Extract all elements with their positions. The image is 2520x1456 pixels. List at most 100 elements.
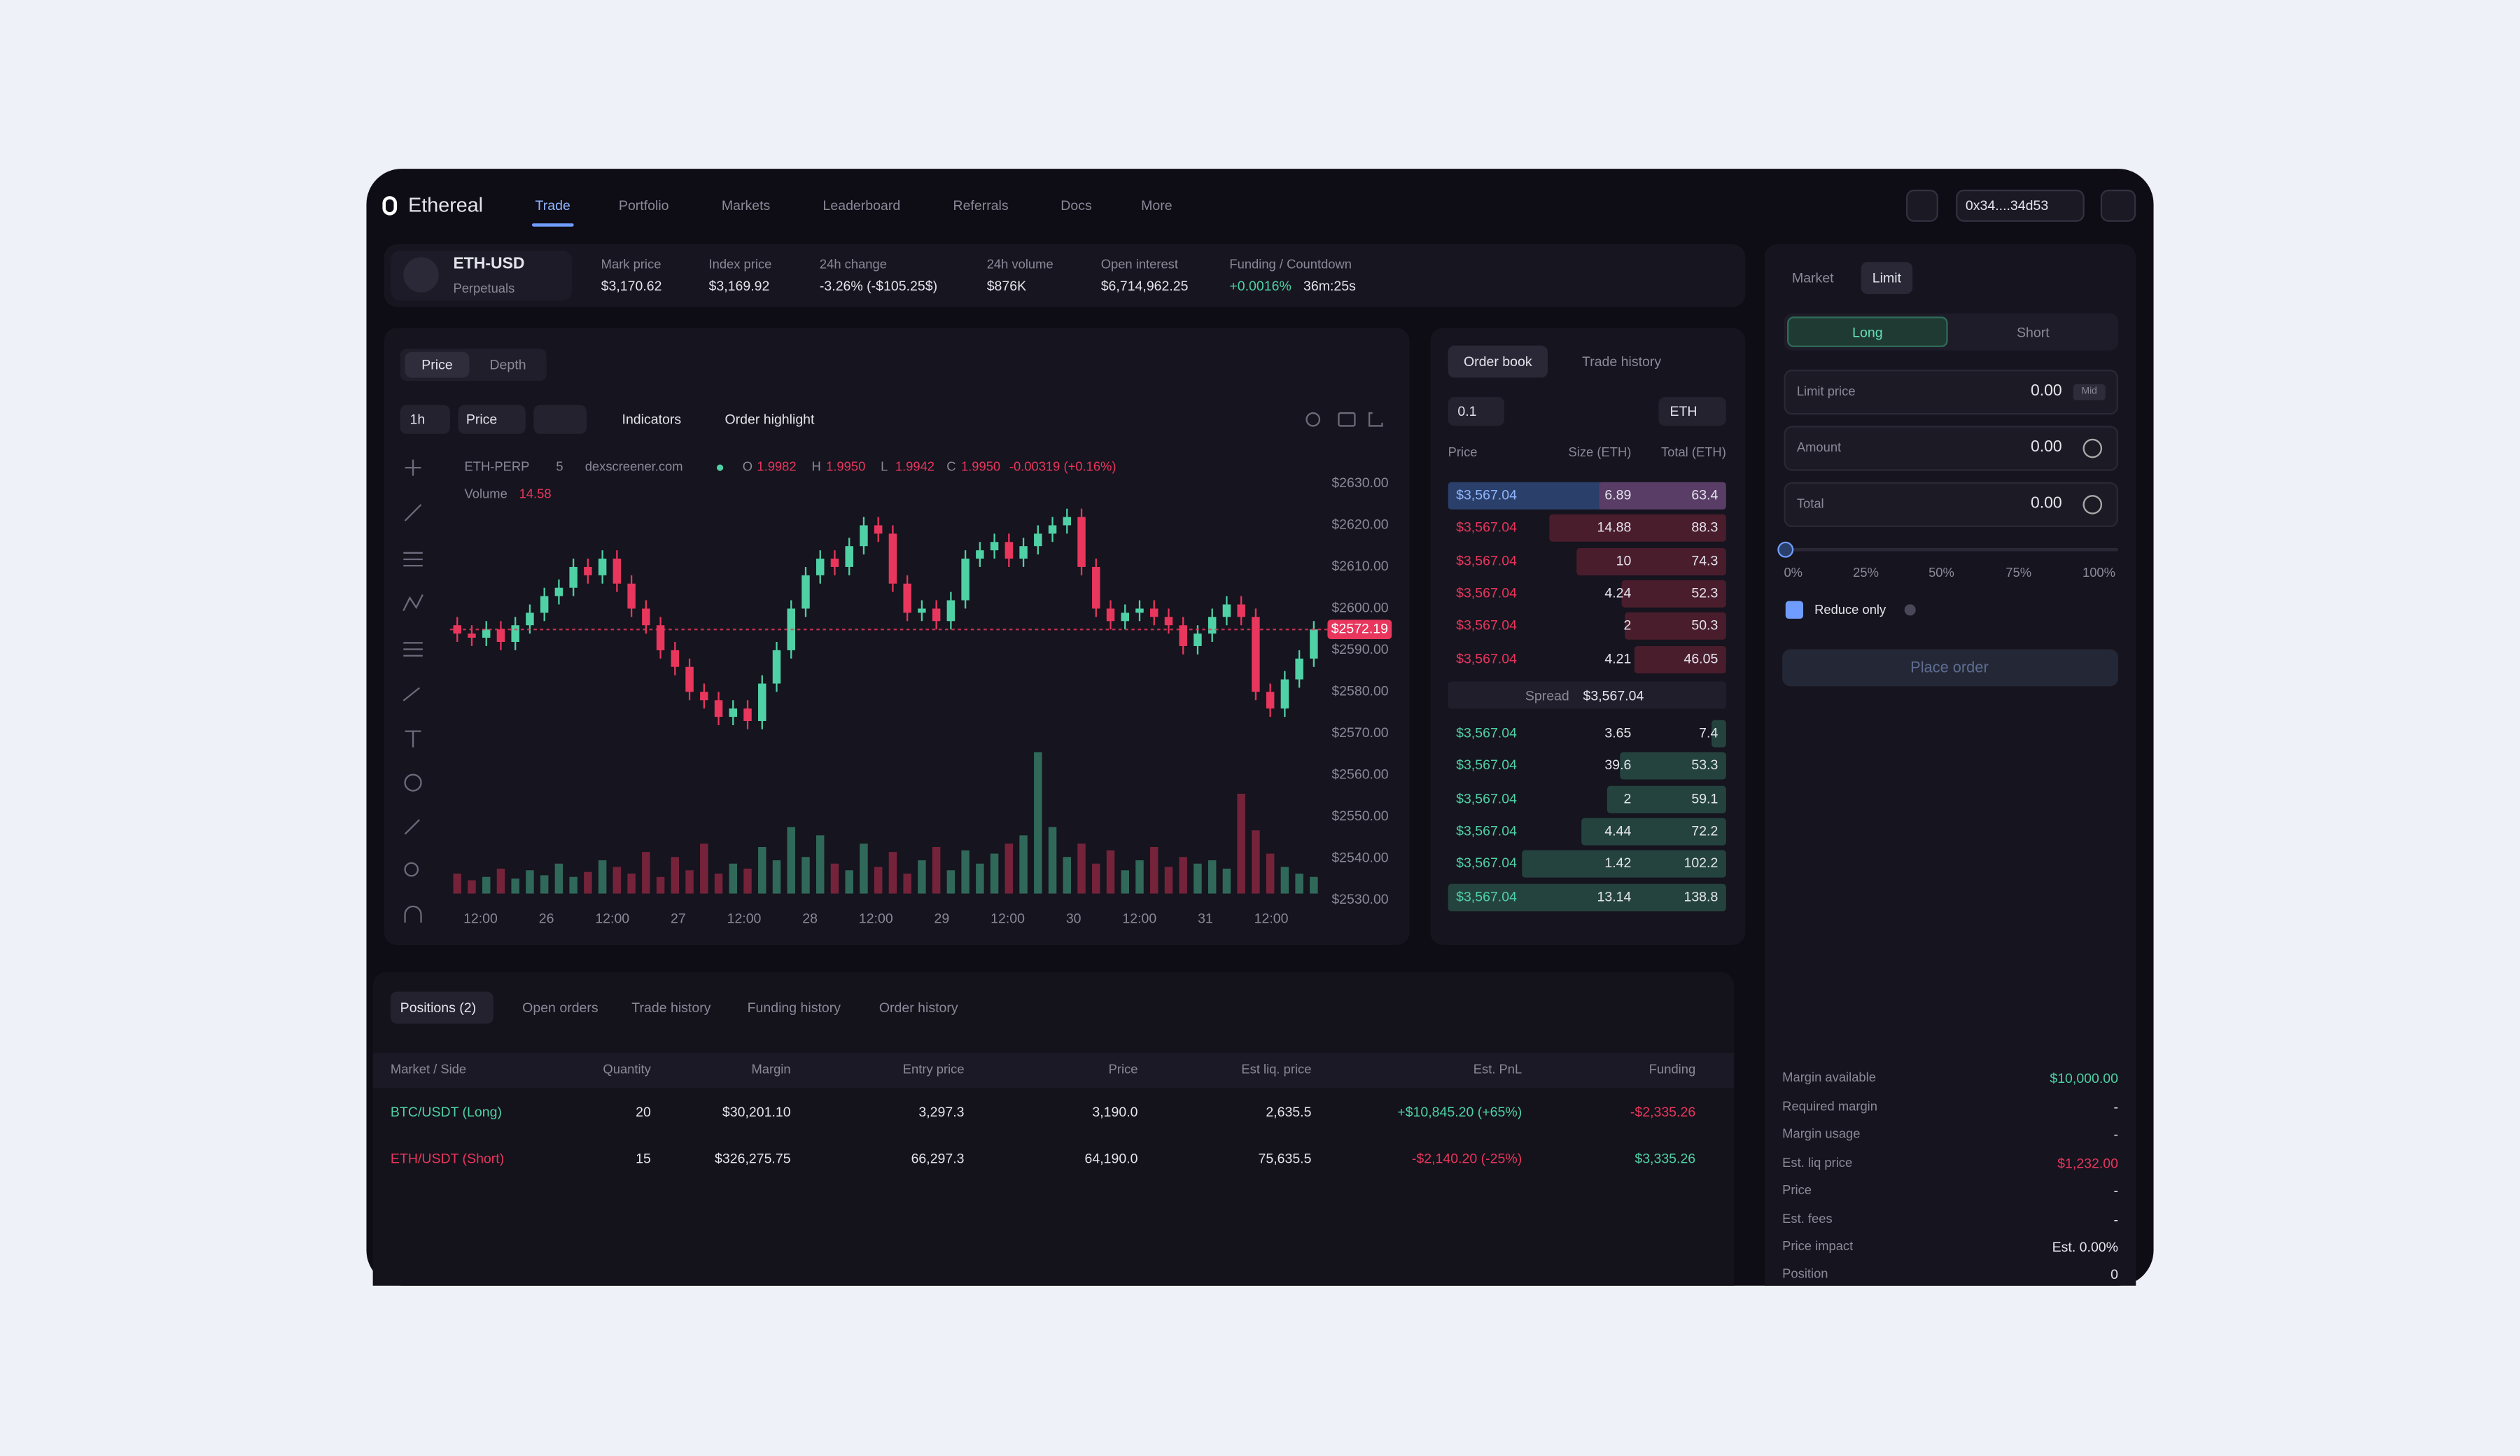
volume-bar	[918, 860, 926, 894]
input-value: 0.00	[2030, 495, 2062, 513]
positions-tab[interactable]: Trade history	[631, 999, 711, 1016]
positions-tab-active[interactable]	[390, 991, 493, 1024]
nav-item[interactable]: Markets	[721, 197, 771, 214]
positions-tab[interactable]: Open orders	[522, 999, 598, 1016]
candle-body	[554, 587, 564, 596]
depth-bar	[1599, 481, 1726, 509]
ob-price[interactable]: $3,567.04	[1456, 790, 1517, 806]
interval-select[interactable]	[400, 405, 450, 434]
side-short[interactable]: Short	[2017, 323, 2050, 340]
nav-item[interactable]: Referrals	[953, 197, 1009, 214]
candle-body	[1121, 612, 1129, 622]
place-order-label[interactable]: Place order	[1910, 658, 1989, 677]
summary-label: Price	[1782, 1182, 1812, 1198]
ob-price[interactable]: $3,567.04	[1456, 822, 1517, 839]
legend-interval: 5	[556, 459, 564, 475]
x-tick-label: 27	[671, 911, 686, 926]
nav-item[interactable]: Leaderboard	[822, 197, 901, 214]
chart-tab[interactable]: Price	[421, 356, 453, 373]
volume-bar	[1164, 867, 1173, 894]
volume-bar	[729, 863, 738, 894]
nav-item[interactable]: Docs	[1060, 197, 1092, 214]
nav-item[interactable]: Trade	[535, 197, 570, 214]
chart-tab-active[interactable]	[405, 351, 470, 378]
ob-price[interactable]: $3,567.04	[1456, 519, 1517, 535]
ob-total: 46.05	[1684, 650, 1718, 667]
orderbook-panel	[1430, 328, 1746, 946]
legend-value: 1.9942	[895, 459, 935, 475]
x-tick-label: 31	[1198, 911, 1213, 926]
stat-value: $3,169.92	[708, 277, 770, 294]
input-field[interactable]	[1784, 370, 2119, 415]
depth-bar	[1625, 611, 1726, 639]
ob-total: 74.3	[1691, 552, 1718, 569]
unit-select[interactable]	[1658, 397, 1726, 426]
candle-body	[946, 600, 955, 622]
place-order-button[interactable]	[1782, 649, 2119, 687]
drawing-tools[interactable]	[402, 459, 424, 923]
positions-tab[interactable]: Funding history	[747, 999, 841, 1016]
summary-value: Est. 0.00%	[2052, 1238, 2119, 1255]
slider-label: 50%	[1928, 566, 1954, 580]
side-long-active[interactable]	[1787, 316, 1948, 347]
side-long[interactable]: Long	[1852, 323, 1883, 340]
volume-bar	[1019, 835, 1028, 894]
ob-header: Price	[1448, 444, 1478, 460]
ob-tab-active[interactable]	[1448, 345, 1548, 378]
summary-value: -	[2113, 1126, 2119, 1142]
order-type[interactable]: Limit	[1872, 270, 1902, 286]
order-type[interactable]: Market	[1791, 270, 1834, 286]
bell-button[interactable]	[1905, 189, 1938, 222]
ob-tab[interactable]: Order book	[1463, 353, 1532, 370]
slider-label: 25%	[1853, 566, 1879, 580]
input-field[interactable]	[1784, 426, 2119, 471]
ob-price[interactable]: $3,567.04	[1456, 552, 1517, 569]
nav-item[interactable]: More	[1141, 197, 1172, 214]
table-cell: +$10,845.20 (+65%)	[1397, 1103, 1522, 1120]
highlight-button[interactable]: Order highlight	[724, 411, 815, 428]
chart-tool-icons[interactable]	[1306, 412, 1383, 427]
volume-bar	[888, 852, 897, 894]
ob-tab[interactable]: Trade history	[1581, 353, 1662, 370]
x-tick-label: 12:00	[859, 911, 893, 926]
indicators-button[interactable]: Indicators	[622, 411, 682, 428]
ob-price[interactable]: $3,567.04	[1456, 888, 1517, 905]
depth-bar	[1619, 751, 1726, 779]
candle-body	[526, 612, 534, 626]
ob-size: 6.89	[1604, 486, 1632, 503]
order-type-active[interactable]	[1861, 262, 1913, 295]
positions-tab[interactable]: Positions (2)	[400, 999, 477, 1016]
reduce-only-label: Reduce only	[1814, 601, 1886, 617]
candle-type-select[interactable]	[533, 405, 587, 434]
summary-label: Est. fees	[1782, 1212, 1833, 1226]
ob-price[interactable]: $3,567.04	[1456, 650, 1517, 667]
settings-button[interactable]	[2100, 189, 2136, 222]
ob-price[interactable]: $3,567.04	[1456, 724, 1517, 741]
volume-bar	[772, 860, 781, 894]
mode-select[interactable]	[458, 405, 526, 434]
positions-tab[interactable]: Order history	[878, 999, 958, 1016]
candle-body	[1310, 629, 1318, 659]
chart-tab[interactable]: Depth	[489, 356, 526, 373]
wallet-button[interactable]	[1956, 189, 2085, 222]
candle-body	[714, 700, 723, 718]
candle-body	[1208, 617, 1217, 634]
ob-size: 1.42	[1604, 854, 1632, 871]
ob-price[interactable]: $3,567.04	[1456, 617, 1517, 634]
ob-price[interactable]: $3,567.04	[1456, 584, 1517, 601]
step-select[interactable]	[1448, 397, 1504, 426]
ob-price[interactable]: $3,567.04	[1456, 756, 1517, 773]
slider-knob[interactable]	[1777, 541, 1794, 558]
nav-item[interactable]: Portfolio	[618, 197, 669, 214]
volume-bar	[830, 863, 839, 894]
table-cell: 20	[636, 1103, 651, 1120]
volume-bar	[1208, 860, 1217, 894]
last-price-tag	[1327, 620, 1392, 639]
input-field[interactable]	[1784, 482, 2119, 528]
volume-bar	[496, 868, 505, 894]
legend-pair: ETH-PERP	[464, 459, 530, 475]
reduce-only-checkbox[interactable]	[1785, 601, 1804, 619]
ob-price[interactable]: $3,567.04	[1456, 854, 1517, 871]
volume-bar	[468, 880, 476, 894]
ob-price[interactable]: $3,567.04	[1456, 486, 1517, 503]
